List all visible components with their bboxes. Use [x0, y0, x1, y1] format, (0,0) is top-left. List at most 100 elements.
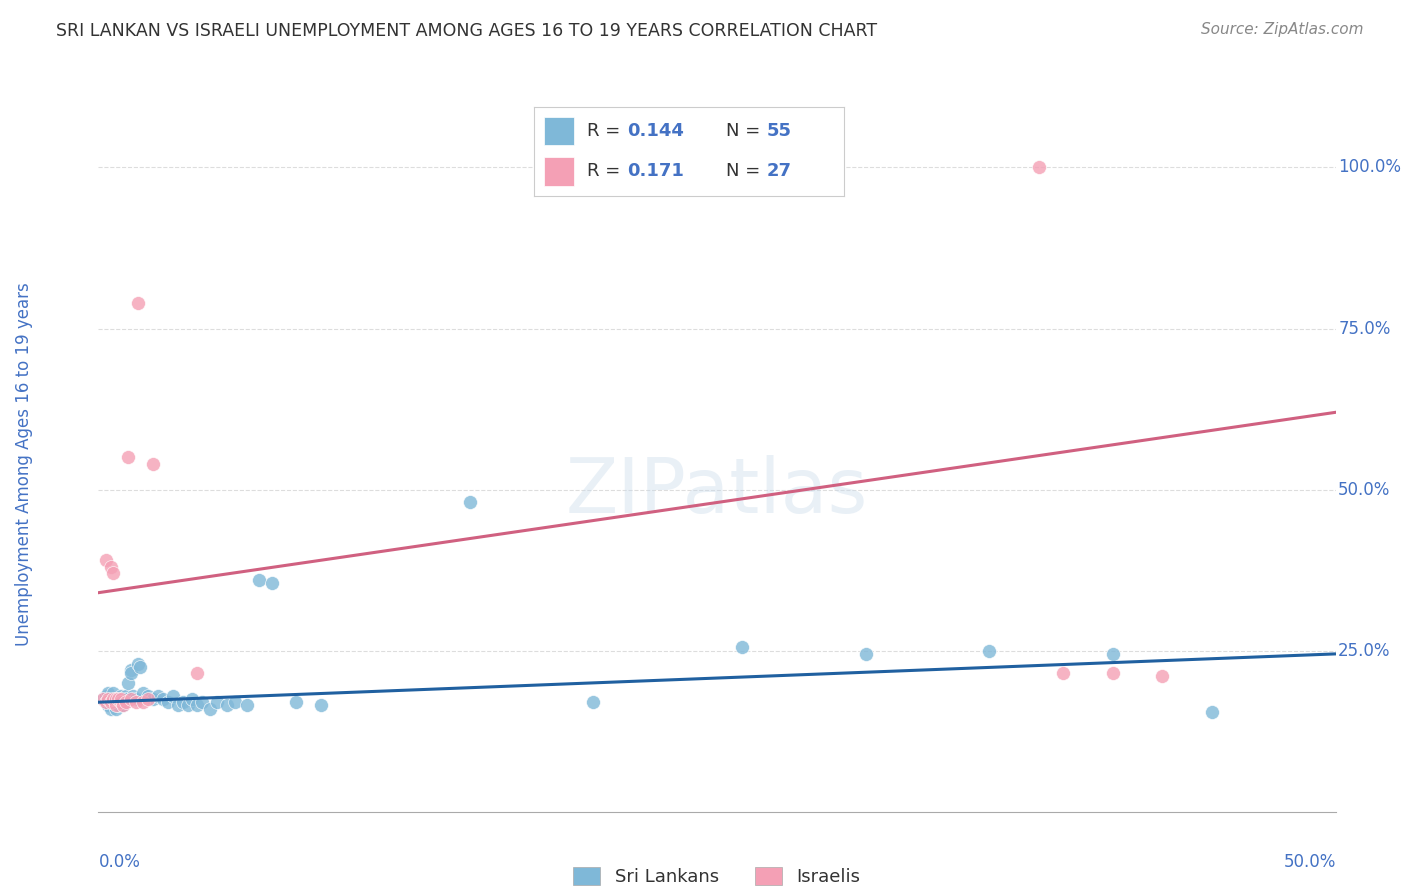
Text: 100.0%: 100.0%: [1339, 159, 1402, 177]
Point: [122, 689, 145, 703]
Point: [142, 457, 165, 471]
Point: [110, 695, 132, 709]
Point: [120, 692, 142, 706]
Point: [100, 692, 122, 706]
Point: [103, 566, 125, 581]
Point: [110, 689, 132, 703]
Point: [104, 701, 127, 715]
Point: [166, 698, 188, 713]
Point: [97, 685, 120, 699]
Text: Unemployment Among Ages 16 to 19 years: Unemployment Among Ages 16 to 19 years: [15, 282, 34, 646]
Point: [94, 695, 117, 709]
Text: 27: 27: [766, 162, 792, 180]
Point: [117, 676, 139, 690]
Point: [582, 695, 605, 709]
Point: [103, 695, 125, 709]
Point: [224, 695, 246, 709]
Text: N =: N =: [725, 162, 766, 180]
Point: [198, 701, 221, 715]
Point: [181, 692, 204, 706]
Text: N =: N =: [725, 122, 766, 140]
Point: [107, 698, 129, 713]
Point: [93, 692, 115, 706]
Bar: [544, 157, 575, 186]
Point: [1102, 666, 1125, 681]
Point: [247, 573, 270, 587]
Point: [162, 689, 184, 703]
Point: [107, 695, 129, 709]
Point: [112, 698, 135, 713]
Text: 50.0%: 50.0%: [1339, 481, 1391, 499]
Point: [186, 698, 208, 713]
Point: [458, 495, 481, 509]
Text: Source: ZipAtlas.com: Source: ZipAtlas.com: [1201, 22, 1364, 37]
Point: [114, 692, 136, 706]
Point: [114, 689, 136, 703]
Point: [132, 685, 155, 699]
Point: [93, 692, 115, 706]
Point: [217, 698, 239, 713]
Point: [156, 695, 179, 709]
Point: [124, 692, 146, 706]
Point: [120, 666, 142, 681]
Text: SRI LANKAN VS ISRAELI UNEMPLOYMENT AMONG AGES 16 TO 19 YEARS CORRELATION CHART: SRI LANKAN VS ISRAELI UNEMPLOYMENT AMONG…: [56, 22, 877, 40]
Point: [191, 695, 214, 709]
Text: 0.171: 0.171: [627, 162, 683, 180]
Point: [127, 295, 149, 310]
Text: 0.0%: 0.0%: [98, 854, 141, 871]
Point: [152, 692, 174, 706]
Point: [94, 689, 117, 703]
Point: [110, 695, 132, 709]
Point: [100, 695, 122, 709]
Point: [103, 685, 125, 699]
Point: [124, 695, 146, 709]
Text: R =: R =: [586, 162, 626, 180]
Point: [205, 695, 228, 709]
Point: [236, 698, 259, 713]
Point: [103, 692, 125, 706]
Point: [104, 698, 127, 713]
Legend: Sri Lankans, Israelis: Sri Lankans, Israelis: [567, 859, 868, 892]
Point: [117, 450, 139, 465]
Point: [100, 560, 122, 574]
Point: [1152, 669, 1174, 683]
Point: [1102, 647, 1125, 661]
Point: [94, 695, 117, 709]
Text: 55: 55: [766, 122, 792, 140]
Point: [1201, 705, 1223, 719]
Point: [176, 698, 198, 713]
Text: 25.0%: 25.0%: [1339, 641, 1391, 660]
Point: [112, 698, 135, 713]
Text: R =: R =: [586, 122, 626, 140]
Text: ZIPatlas: ZIPatlas: [565, 455, 869, 529]
Point: [979, 643, 1001, 657]
Point: [132, 695, 155, 709]
Point: [285, 695, 308, 709]
Point: [107, 692, 129, 706]
Point: [104, 692, 127, 706]
Point: [309, 698, 332, 713]
Bar: [544, 117, 575, 145]
Point: [260, 576, 283, 591]
Point: [146, 689, 169, 703]
Text: 0.144: 0.144: [627, 122, 683, 140]
Point: [142, 692, 165, 706]
Point: [114, 695, 136, 709]
Point: [129, 660, 152, 674]
Point: [94, 553, 117, 567]
Point: [100, 701, 122, 715]
Point: [112, 692, 135, 706]
Point: [127, 657, 149, 671]
Text: 75.0%: 75.0%: [1339, 319, 1391, 337]
Point: [172, 695, 194, 709]
Point: [97, 698, 120, 713]
Point: [136, 689, 159, 703]
Point: [104, 692, 127, 706]
Text: 50.0%: 50.0%: [1284, 854, 1336, 871]
Point: [186, 666, 208, 681]
Point: [1028, 161, 1050, 175]
Point: [1052, 666, 1074, 681]
Point: [120, 663, 142, 677]
Point: [97, 692, 120, 706]
Point: [855, 647, 877, 661]
